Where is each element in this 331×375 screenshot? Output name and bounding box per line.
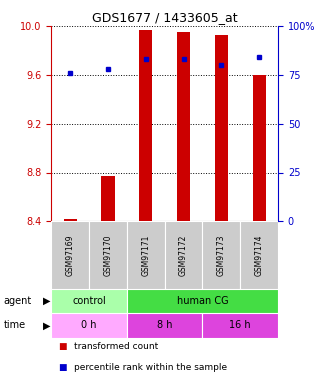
Text: transformed count: transformed count [74, 342, 159, 351]
Bar [215, 35, 228, 221]
Text: agent: agent [3, 296, 31, 306]
Text: ▶: ▶ [43, 296, 51, 306]
Text: human CG: human CG [177, 296, 228, 306]
Bar [127, 221, 165, 289]
Title: GDS1677 / 1433605_at: GDS1677 / 1433605_at [92, 11, 237, 24]
Text: 0 h: 0 h [81, 320, 97, 330]
Text: control: control [72, 296, 106, 306]
Bar [51, 313, 127, 338]
Text: GSM97173: GSM97173 [217, 234, 226, 276]
Text: ■: ■ [58, 342, 67, 351]
Bar [127, 289, 278, 313]
Text: 8 h: 8 h [157, 320, 172, 330]
Bar [253, 75, 266, 221]
Bar [101, 176, 115, 221]
Bar [165, 221, 203, 289]
Text: GSM97170: GSM97170 [104, 234, 113, 276]
Text: time: time [3, 320, 25, 330]
Bar [51, 221, 89, 289]
Bar [203, 313, 278, 338]
Text: GSM97169: GSM97169 [66, 234, 75, 276]
Text: GSM97172: GSM97172 [179, 234, 188, 276]
Bar [139, 30, 152, 221]
Bar [64, 219, 77, 221]
Text: GSM97174: GSM97174 [255, 234, 264, 276]
Bar [203, 221, 240, 289]
Text: GSM97171: GSM97171 [141, 234, 150, 276]
Text: percentile rank within the sample: percentile rank within the sample [74, 363, 228, 372]
Bar [51, 289, 127, 313]
Bar [240, 221, 278, 289]
Bar [89, 221, 127, 289]
Text: 16 h: 16 h [229, 320, 251, 330]
Text: ■: ■ [58, 363, 67, 372]
Bar [127, 313, 203, 338]
Text: ▶: ▶ [43, 320, 51, 330]
Bar [177, 32, 190, 221]
